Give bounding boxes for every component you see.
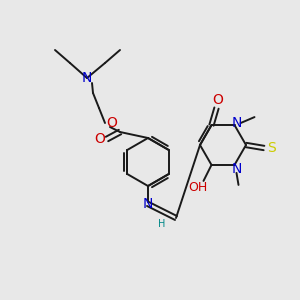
Text: H: H [158, 219, 166, 229]
Text: OH: OH [188, 182, 207, 194]
Text: N: N [143, 197, 153, 211]
Text: N: N [231, 162, 242, 176]
Text: O: O [212, 93, 223, 107]
Text: N: N [82, 71, 92, 85]
Text: O: O [94, 132, 105, 146]
Text: O: O [106, 116, 117, 130]
Text: N: N [231, 116, 242, 130]
Text: S: S [268, 141, 276, 155]
